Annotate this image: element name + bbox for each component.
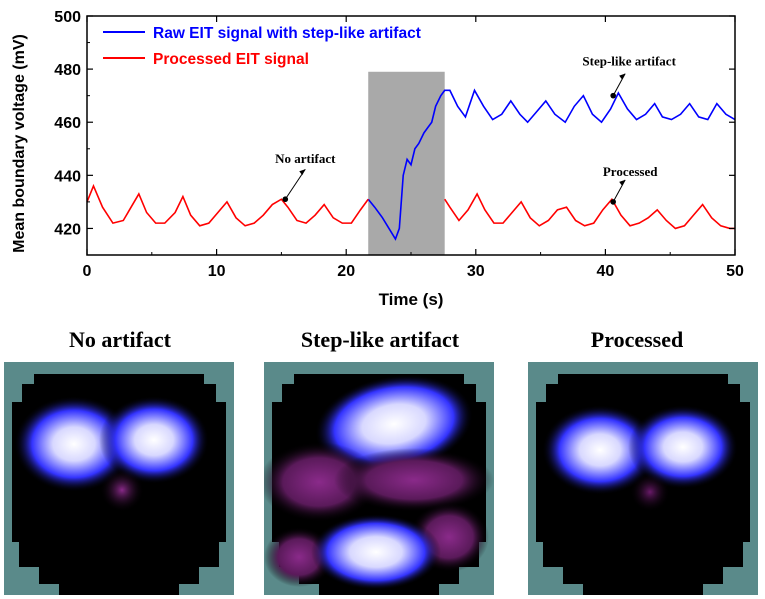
y-tick-label: 500 <box>54 9 81 26</box>
voltage-chart: 0 10 20 30 40 50 420 440 460 480 500 Time (s) Mean b… <box>11 9 744 309</box>
annotation-label: Processed <box>603 164 658 179</box>
x-tick-label: 30 <box>467 263 485 280</box>
annotation-label: No artifact <box>275 151 336 166</box>
panel-title-processed: Processed <box>590 327 684 352</box>
y-axis-label: Mean boundary voltage (mV) <box>11 34 28 253</box>
processed-signal-line-b <box>444 192 735 230</box>
legend-label: Raw EIT signal with step-like artifact <box>153 25 421 42</box>
panel-title-no-artifact: No artifact <box>68 327 171 352</box>
annotation-label: Step-like artifact <box>582 54 676 69</box>
plot-area: 0 10 20 30 40 50 420 440 460 480 500 Time (s) Mean b… <box>11 9 744 309</box>
y-tick-label: 460 <box>54 115 81 132</box>
x-tick-label: 40 <box>597 263 615 280</box>
eit-image-no-artifact <box>4 362 234 595</box>
panel-title-step-artifact: Step-like artifact <box>300 327 460 352</box>
eit-image-processed <box>528 362 758 595</box>
legend-label: Processed EIT signal <box>153 51 309 68</box>
annotation-dot <box>610 199 616 205</box>
eit-image-step-artifact <box>264 362 494 595</box>
annotation-arrowhead <box>619 179 626 186</box>
annotation-dot <box>282 196 289 203</box>
x-tick-label: 50 <box>726 263 744 280</box>
annotation-dot <box>610 92 616 99</box>
processed-signal-line-a <box>86 183 369 227</box>
y-tick-label: 420 <box>54 221 81 238</box>
annotation-arrowhead <box>619 73 626 80</box>
x-tick-label: 0 <box>83 263 92 280</box>
x-axis-label: Time (s) <box>379 290 444 309</box>
x-tick-label: 20 <box>337 263 355 280</box>
y-tick-label: 440 <box>54 168 81 185</box>
raw-signal-line <box>367 88 736 241</box>
annotation-arrowhead <box>299 169 306 176</box>
y-tick-label: 480 <box>54 62 81 79</box>
x-tick-label: 10 <box>208 263 226 280</box>
